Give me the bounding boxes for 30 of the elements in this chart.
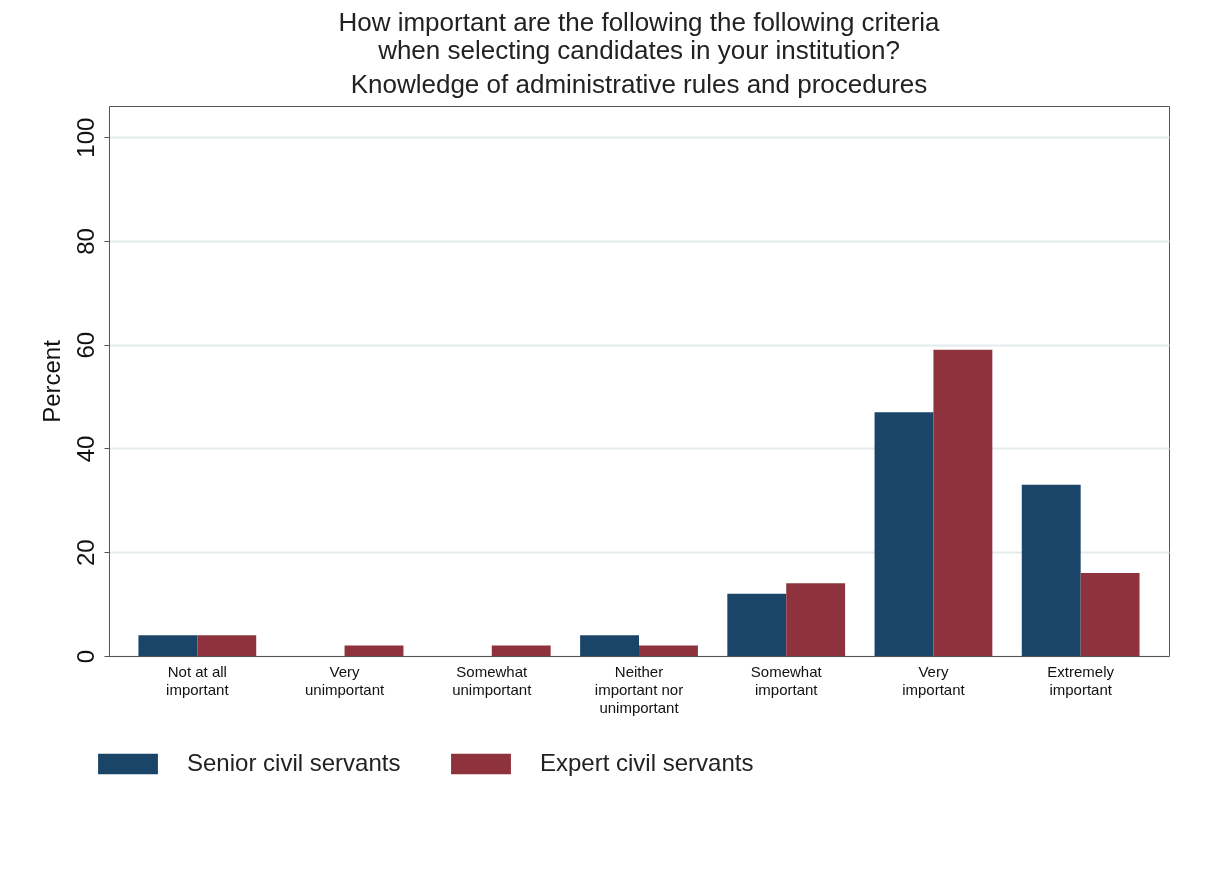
y-tick-label: 60 xyxy=(71,331,99,359)
bar xyxy=(138,635,198,656)
bar xyxy=(197,635,257,656)
y-axis-title: Percent xyxy=(37,339,65,423)
chart-subtitle: Knowledge of administrative rules and procedures xyxy=(350,69,928,99)
bar xyxy=(1080,572,1140,656)
y-tick-label: 100 xyxy=(71,117,99,158)
legend-label: Senior civil servants xyxy=(187,749,401,776)
y-tick-label: 80 xyxy=(71,228,99,255)
y-tick-label: 20 xyxy=(71,539,99,567)
x-tick-label: Somewhat important xyxy=(750,662,823,698)
y-tick-label: 0 xyxy=(71,649,99,664)
bar xyxy=(1021,484,1081,656)
bar xyxy=(580,635,639,656)
x-tick-label: Very important xyxy=(902,662,966,698)
x-tick-label: Somewhat unimportant xyxy=(452,662,533,698)
legend-label: Expert civil servants xyxy=(540,749,754,776)
y-tick-label: 40 xyxy=(71,435,99,463)
chart-title: How important are the following the following criteria when selecting candidates in your institution? xyxy=(338,7,941,65)
bar xyxy=(874,412,934,656)
bar xyxy=(639,645,698,656)
x-tick-label: Not at all important xyxy=(166,662,230,698)
bar xyxy=(491,645,551,656)
bar xyxy=(786,583,846,656)
bar xyxy=(727,593,787,656)
x-tick-label: Very unimportant xyxy=(304,662,385,698)
x-tick-label: Neither important nor unimportant xyxy=(594,662,684,716)
bar xyxy=(344,645,404,656)
x-tick-label: Extremely important xyxy=(1047,662,1115,698)
bar xyxy=(933,349,993,656)
